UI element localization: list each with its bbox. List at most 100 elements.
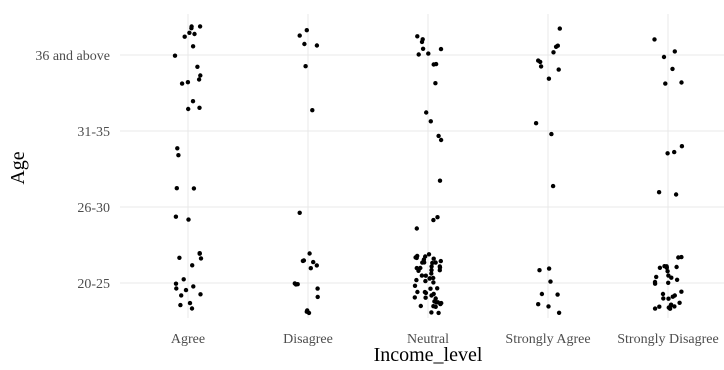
data-point <box>652 37 657 42</box>
data-point <box>416 52 421 57</box>
data-point <box>198 73 203 78</box>
data-point <box>172 53 178 58</box>
data-point <box>173 214 179 219</box>
data-point <box>672 293 677 298</box>
data-point <box>435 286 440 291</box>
x-tick-label: Strongly Agree <box>505 332 590 347</box>
y-tick-label: 20-25 <box>77 277 110 292</box>
data-point <box>173 281 179 286</box>
x-axis-title: Income_level <box>374 344 483 365</box>
data-point <box>192 31 197 37</box>
y-axis-tick-labels: 20-25 26-30 31-35 36 and above <box>35 49 110 292</box>
x-tick-label: Strongly Disagree <box>617 332 718 347</box>
data-point <box>187 30 192 35</box>
data-point <box>420 46 426 51</box>
data-point <box>536 302 541 307</box>
data-point <box>186 217 191 222</box>
data-point <box>429 271 434 276</box>
data-point <box>437 178 443 183</box>
data-point <box>302 41 307 47</box>
data-point <box>177 255 182 260</box>
data-point <box>674 277 680 282</box>
data-point <box>190 263 195 268</box>
data-point <box>186 106 191 112</box>
data-point <box>431 280 436 285</box>
data-point <box>175 146 180 151</box>
data-point <box>195 64 200 70</box>
y-tick-label: 31-35 <box>77 125 110 140</box>
data-point <box>550 183 556 189</box>
data-point <box>308 266 313 271</box>
data-point <box>429 293 434 298</box>
data-point <box>673 192 679 197</box>
data-point <box>672 49 677 54</box>
data-point <box>185 80 191 85</box>
data-point <box>429 310 434 315</box>
data-point <box>428 286 433 291</box>
data-point <box>676 255 681 260</box>
y-tick-label: 36 and above <box>35 49 110 64</box>
data-point <box>293 282 299 287</box>
data-point <box>433 81 438 86</box>
data-point <box>198 256 204 261</box>
data-point <box>672 304 677 309</box>
x-tick-label: Neutral <box>407 332 449 347</box>
data-point <box>182 34 187 39</box>
data-point <box>197 24 203 29</box>
data-point <box>426 252 432 257</box>
data-point <box>415 34 420 39</box>
data-point <box>315 286 320 291</box>
data-point <box>538 64 544 69</box>
data-point <box>672 149 677 155</box>
data-point <box>426 51 431 56</box>
data-point <box>546 304 551 309</box>
data-point <box>548 279 553 284</box>
data-point <box>418 303 423 309</box>
data-point <box>679 144 685 149</box>
data-point <box>183 287 189 293</box>
data-point <box>307 251 312 256</box>
data-point <box>666 280 671 285</box>
data-point <box>438 46 444 52</box>
data-point <box>665 269 670 274</box>
data-point <box>537 268 542 273</box>
data-point <box>196 77 202 82</box>
data-point <box>652 279 658 285</box>
data-point <box>437 264 442 269</box>
data-point <box>660 291 666 297</box>
data-point <box>422 289 428 295</box>
data-point <box>674 264 679 270</box>
data-point <box>438 137 444 143</box>
data-point <box>174 286 179 291</box>
data-point <box>427 276 432 281</box>
data-point <box>438 258 443 264</box>
data-point <box>189 306 195 311</box>
data-point <box>189 26 194 31</box>
data-point <box>549 131 554 137</box>
data-point <box>422 260 427 265</box>
data-point <box>191 186 197 191</box>
data-point <box>652 306 658 311</box>
data-point <box>187 300 193 306</box>
data-point <box>533 121 539 126</box>
data-point <box>420 37 425 42</box>
data-point <box>414 277 419 283</box>
data-point <box>197 105 202 111</box>
data-point <box>428 119 433 124</box>
data-point <box>664 265 669 270</box>
data-point <box>423 295 428 300</box>
data-point <box>546 266 552 271</box>
data-point <box>179 81 185 86</box>
data-point <box>176 153 181 158</box>
data-point <box>297 33 302 38</box>
data-point <box>546 76 552 81</box>
data-point <box>665 151 670 156</box>
data-point <box>666 296 671 301</box>
data-point <box>436 310 441 316</box>
data-point <box>661 54 667 60</box>
y-axis-title: Age <box>7 151 29 184</box>
data-point <box>436 133 441 139</box>
data-point <box>668 302 674 307</box>
data-point <box>412 283 418 288</box>
